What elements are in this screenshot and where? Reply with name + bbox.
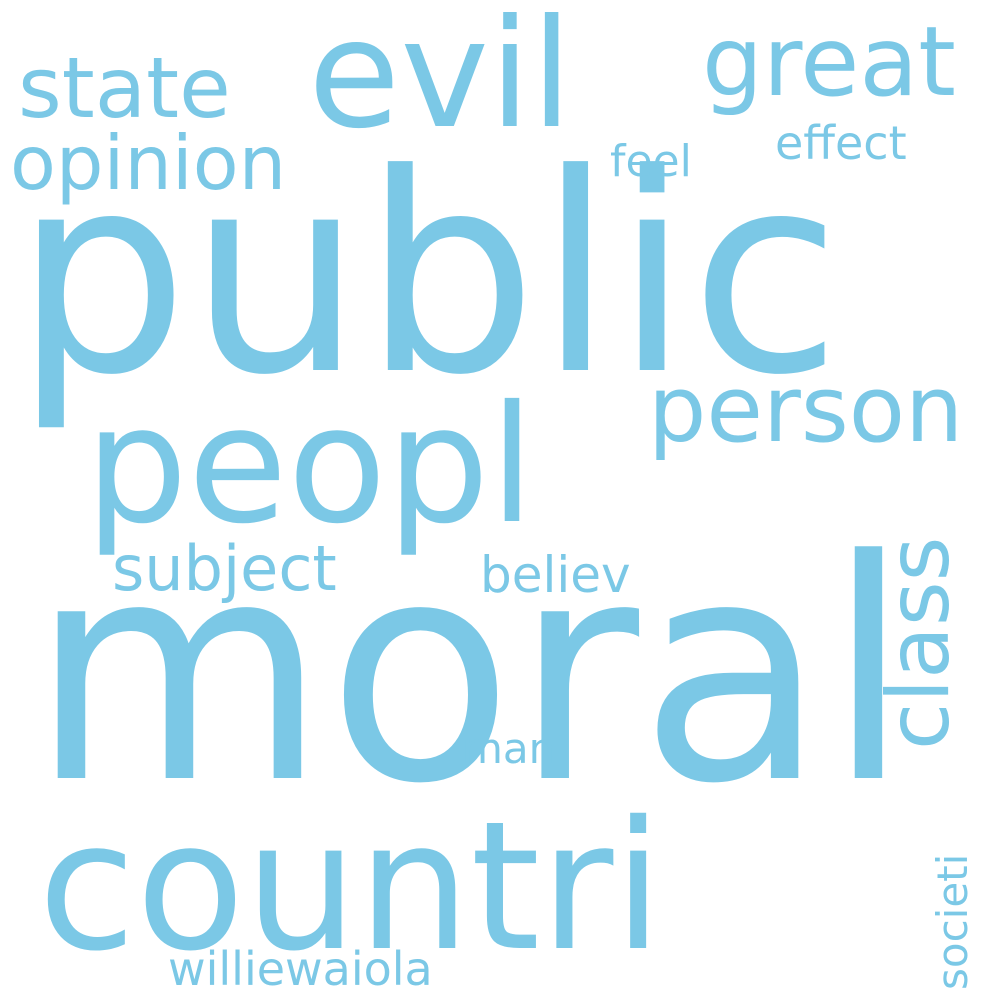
word-evil: evil bbox=[308, 0, 573, 162]
word-class: class bbox=[869, 536, 969, 751]
word-opinion: opinion bbox=[10, 119, 287, 207]
word-person: person bbox=[648, 356, 964, 463]
word-williewaiola: williewaiola bbox=[168, 942, 433, 996]
word-peopl: peopl bbox=[85, 372, 535, 560]
word-believ: believ bbox=[480, 546, 631, 604]
word-effect: effect bbox=[775, 116, 907, 170]
word-great: great bbox=[702, 6, 956, 118]
word-subject: subject bbox=[112, 532, 337, 605]
word-societi: societi bbox=[928, 853, 977, 990]
word-state: state bbox=[18, 39, 231, 137]
word-moral: moral bbox=[30, 495, 911, 850]
word-public: public bbox=[14, 115, 842, 435]
word-feel: feel bbox=[610, 136, 692, 187]
word-mani: mani bbox=[462, 724, 567, 773]
word-countri: countri bbox=[38, 783, 663, 990]
